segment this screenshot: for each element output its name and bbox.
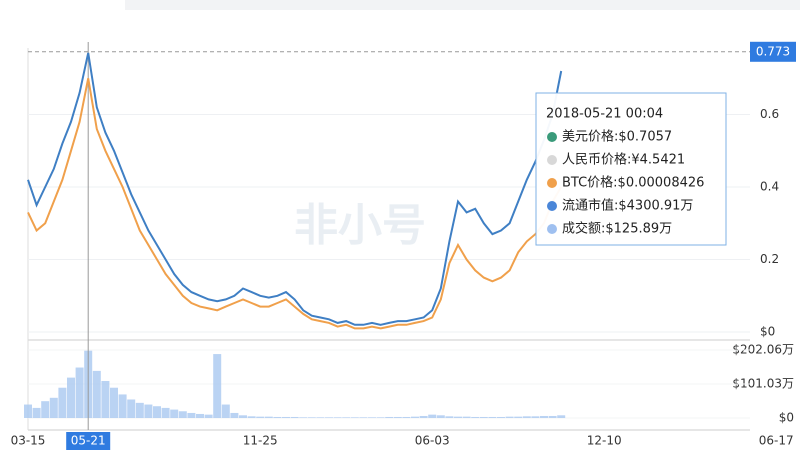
volume-bar: [256, 416, 265, 418]
volume-tick-label: $202.06万: [732, 343, 794, 357]
volume-bar: [419, 415, 428, 418]
volume-bar: [264, 416, 273, 418]
volume-bar: [514, 416, 523, 418]
volume-bar: [316, 417, 325, 418]
price-line: [27, 52, 563, 326]
volume-bar: [557, 415, 566, 418]
volume-bar: [41, 401, 50, 418]
y-tick-label: 0.6: [760, 107, 779, 121]
volume-bar: [282, 416, 290, 418]
volume-bar: [428, 414, 437, 418]
volume-bar: [368, 417, 376, 418]
volume-bar: [230, 412, 239, 418]
volume-bar: [522, 416, 531, 418]
tooltip-dot: [547, 132, 557, 142]
x-tick-label: 06-17: [759, 434, 794, 448]
volume-bar: [385, 416, 394, 418]
x-tick-label: 06-03: [415, 434, 450, 448]
volume-bar: [32, 407, 41, 418]
volume-bar: [92, 370, 101, 418]
y-tick-label: $0: [760, 325, 775, 339]
volume-bar: [118, 394, 127, 418]
volume-bar: [75, 367, 84, 418]
price-line: [27, 78, 563, 330]
volume-bar: [402, 416, 411, 418]
tooltip-item: 成交额:$125.89万: [562, 221, 672, 237]
volume-bar: [307, 417, 316, 418]
volume-bar: [58, 387, 67, 418]
volume-bar: [350, 417, 359, 418]
top-bar: [125, 0, 800, 10]
volume-bar: [488, 416, 497, 418]
y-tick-label: 0.4: [760, 180, 779, 194]
tooltip-title: 2018-05-21 00:04: [546, 107, 663, 122]
volume-bar: [479, 416, 488, 418]
tooltip-item: 人民币价格:¥4.5421: [562, 152, 685, 168]
volume-bar: [454, 416, 462, 418]
volume-bar: [204, 414, 213, 418]
volume-bar: [101, 380, 110, 418]
volume-bar: [393, 416, 402, 418]
x-tick-label: 12-10: [587, 434, 622, 448]
volume-bar: [471, 416, 480, 418]
crosshair-label-bg: [750, 41, 796, 62]
volume-bar: [144, 404, 153, 418]
volume-bar: [497, 416, 505, 418]
volume-bar: [436, 415, 445, 418]
volume-bar: [505, 416, 514, 418]
volume-bar: [359, 417, 368, 418]
volume-bar: [49, 397, 58, 418]
volume-bar: [153, 406, 161, 418]
volume-bar: [24, 404, 32, 418]
tooltip-box: [535, 92, 727, 246]
volume-bar: [239, 415, 247, 418]
y-tick-label: 0.2: [760, 252, 779, 266]
volume-bar: [127, 399, 136, 418]
volume-tick-label: $101.03万: [732, 377, 794, 391]
volume-bar: [161, 407, 170, 418]
volume-bar: [376, 417, 385, 418]
volume-bar: [213, 354, 222, 418]
volume-bar: [299, 417, 308, 418]
volume-bar: [411, 416, 419, 418]
volume-bar: [540, 415, 548, 418]
tooltip-dot: [547, 201, 557, 211]
x-tick-label: 03-15: [11, 434, 46, 448]
tooltip-dot: [547, 155, 557, 165]
tooltip-dot: [547, 178, 557, 188]
volume-tick-label: $0: [779, 411, 794, 425]
x-tick-label: 05-21: [71, 434, 106, 448]
tooltip-item: BTC价格:$0.00008426: [562, 175, 704, 191]
volume-bar: [333, 417, 342, 418]
x-tick-label: 11-25: [243, 434, 278, 448]
x-label-highlight: [66, 432, 111, 450]
volume-bar: [462, 416, 471, 418]
tooltip-dot: [547, 224, 557, 234]
tooltip-item: 流通市值:$4300.91万: [562, 198, 693, 214]
watermark: 非小号: [294, 200, 426, 251]
volume-bar: [196, 413, 204, 418]
volume-bar: [67, 377, 75, 418]
volume-bar: [110, 387, 118, 418]
volume-bar: [135, 402, 144, 418]
tooltip: 2018-05-21 00:04 美元价格:$0.7057 人民币价格:¥4.542…: [535, 92, 727, 246]
volume-bar: [187, 412, 196, 418]
volume-bar: [178, 411, 187, 418]
tooltip-item: 美元价格:$0.7057: [562, 129, 672, 145]
volume-bar: [247, 416, 256, 418]
volume-bar: [548, 415, 557, 418]
crosshair-label: 0.773: [756, 44, 790, 58]
volume-bar: [221, 404, 230, 418]
volume-bar: [273, 416, 282, 418]
volume-bar: [445, 416, 454, 418]
volume-bar: [531, 416, 540, 418]
volume-bar: [342, 417, 351, 418]
volume-bar: [170, 409, 179, 418]
volume-bar: [325, 417, 333, 418]
volume-bar: [290, 416, 299, 418]
